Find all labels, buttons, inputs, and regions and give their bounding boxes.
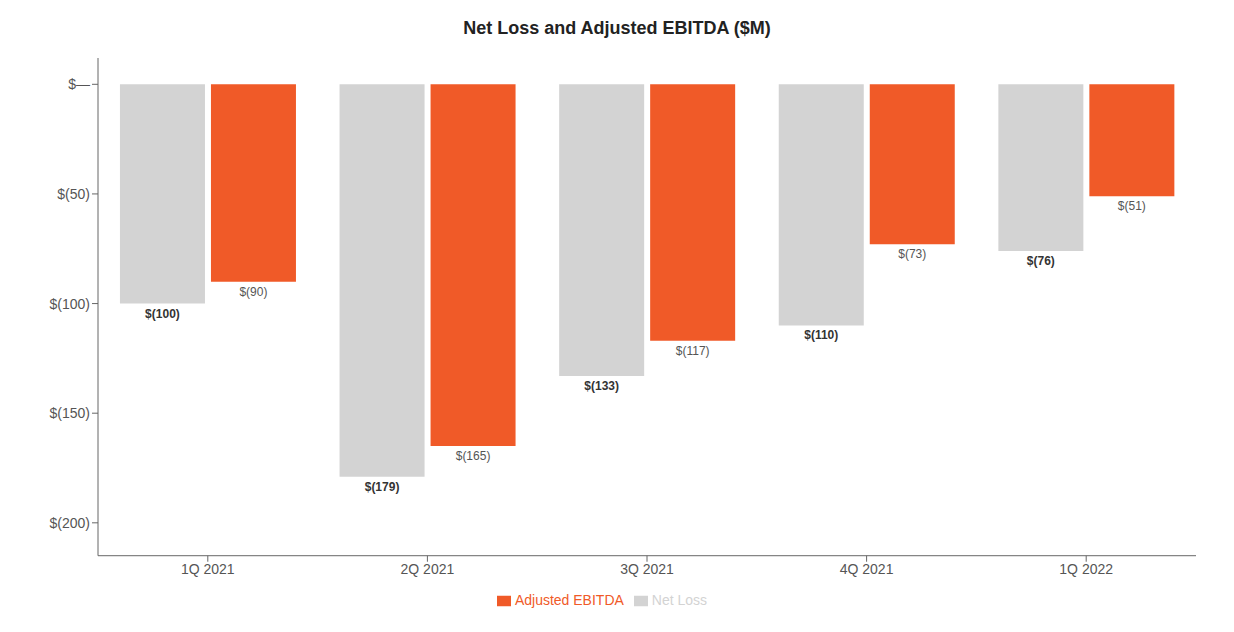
svg-text:1Q 2022: 1Q 2022: [1059, 561, 1113, 577]
svg-text:$(100): $(100): [145, 307, 180, 321]
svg-text:3Q 2021: 3Q 2021: [620, 561, 674, 577]
svg-text:$—: $—: [68, 76, 90, 92]
svg-text:$(110): $(110): [804, 328, 838, 342]
svg-text:$(117): $(117): [676, 344, 710, 358]
svg-text:$(150): $(150): [50, 405, 90, 421]
svg-text:$(90): $(90): [239, 285, 267, 299]
svg-text:4Q 2021: 4Q 2021: [840, 561, 894, 577]
html-text:Net Loss: Net Loss: [651, 591, 708, 608]
svg-text:$(50): $(50): [57, 186, 90, 202]
svg-text:$(73): $(73): [898, 247, 926, 261]
svg-text:$(100): $(100): [50, 296, 90, 312]
svg-text:$(200): $(200): [50, 515, 90, 531]
svg-text:$(133): $(133): [584, 379, 619, 393]
svg-text:2Q 2021: 2Q 2021: [401, 561, 455, 577]
svg-text:$(51): $(51): [1118, 199, 1146, 213]
svg-text:$(76): $(76): [1027, 254, 1055, 268]
svg-text:$(165): $(165): [456, 449, 491, 463]
svg-text:$(179): $(179): [365, 480, 400, 494]
html-text:Net Loss and Adjusted EBITDA (: Net Loss and Adjusted EBITDA ($M): [463, 18, 771, 38]
html-text:Adjusted EBITDA: Adjusted EBITDA: [514, 591, 624, 608]
svg-text:1Q 2021: 1Q 2021: [181, 561, 235, 577]
